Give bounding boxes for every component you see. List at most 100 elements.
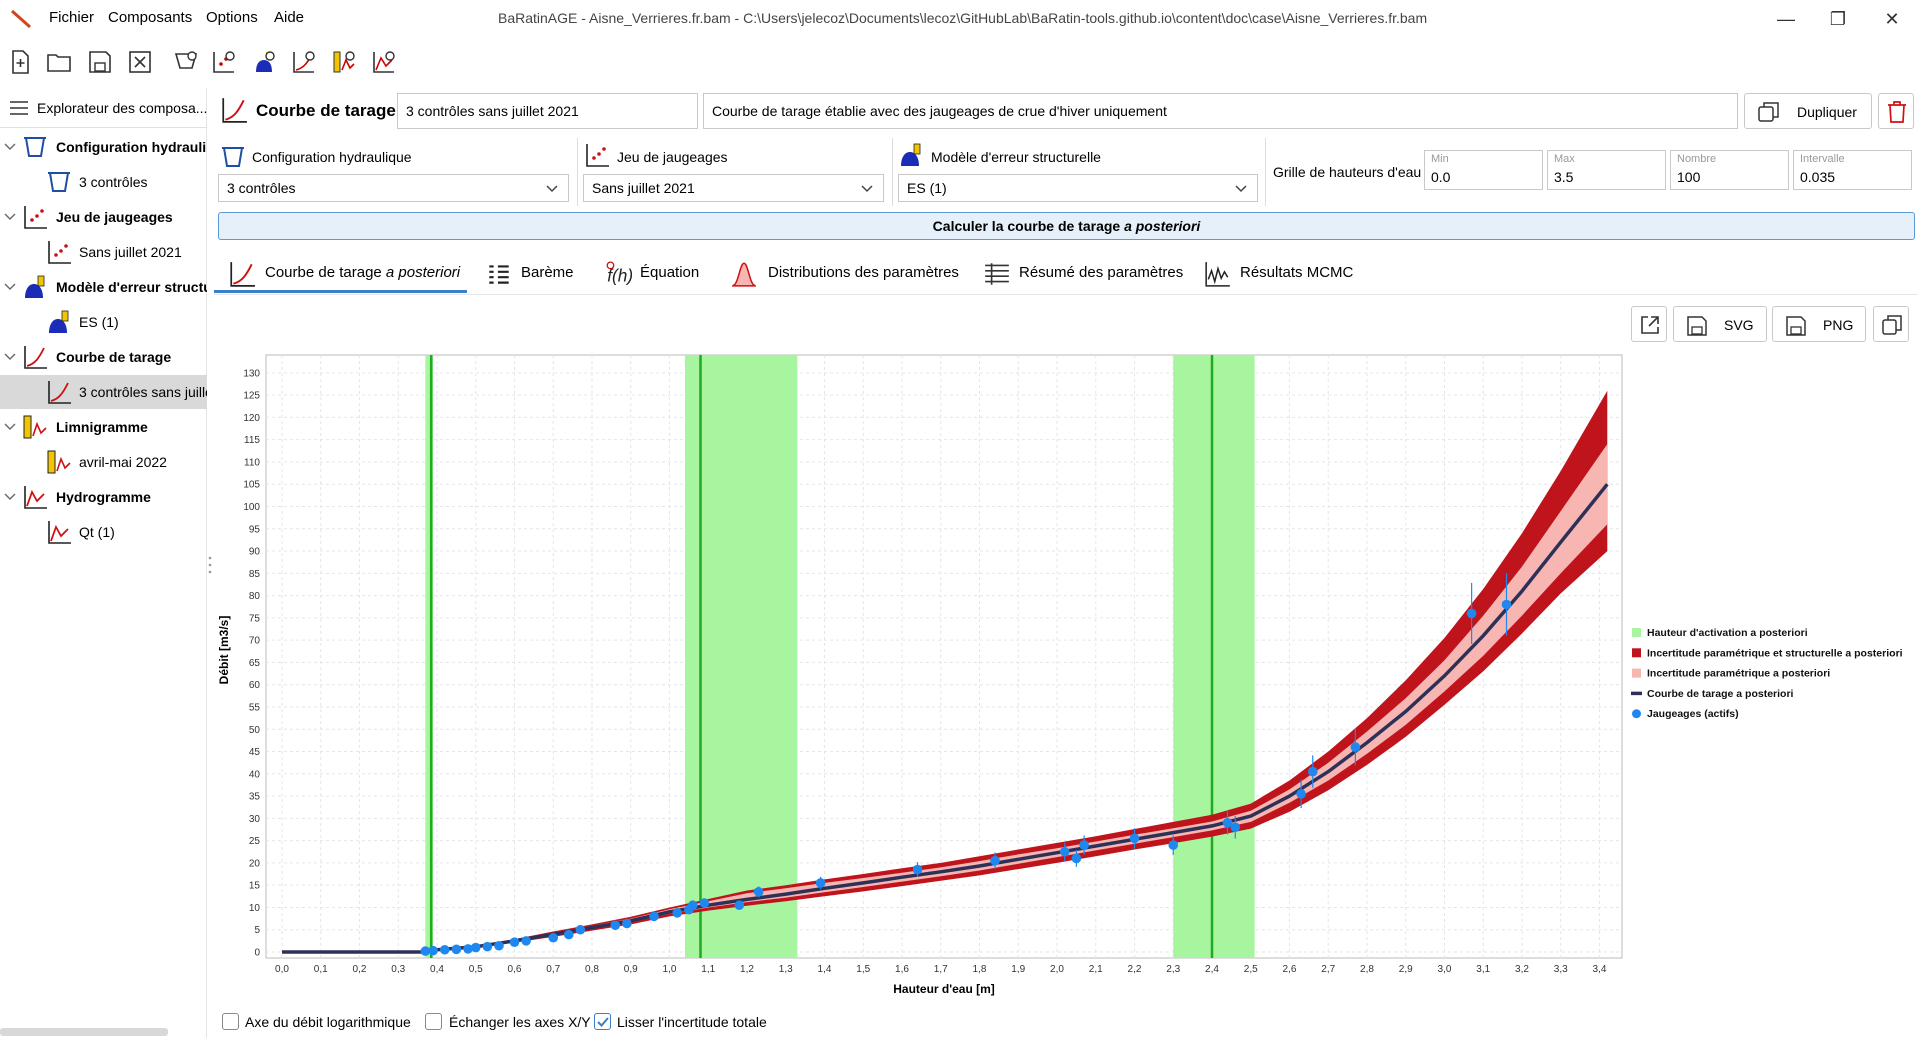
- menu-aide[interactable]: Aide: [274, 9, 305, 26]
- y-tick-label: 30: [249, 814, 261, 825]
- tree-group-error-model[interactable]: Modèle d'erreur structu: [0, 270, 207, 304]
- gaugings-icon: [48, 241, 71, 264]
- gauging-point: [1129, 833, 1140, 844]
- smooth-uncertainty-checkbox[interactable]: [594, 1013, 611, 1030]
- add-gaugings-icon[interactable]: [210, 48, 238, 76]
- distribution-icon: [731, 262, 757, 287]
- uncertainty-bands: [282, 390, 1608, 952]
- compute-rating-curve-button[interactable]: Calculer la courbe de tarage a posterior…: [218, 212, 1915, 240]
- gauging-point: [463, 944, 473, 954]
- chevron-down-icon[interactable]: [4, 420, 16, 432]
- restore-button[interactable]: ❐: [1829, 9, 1847, 29]
- close-project-icon[interactable]: [126, 48, 154, 76]
- grid-min-label: Min: [1431, 153, 1449, 165]
- tree-group-hydraulic-config[interactable]: Configuration hydrauli: [0, 130, 207, 164]
- x-tick-label: 1,9: [1011, 964, 1025, 975]
- menu-options[interactable]: Options: [206, 9, 258, 26]
- add-error-model-icon[interactable]: [250, 48, 278, 76]
- swap-axes-checkbox[interactable]: [425, 1013, 442, 1030]
- compute-button-italic: a posteriori: [1124, 218, 1201, 234]
- chevron-down-icon[interactable]: [4, 210, 16, 222]
- tree-item-limnigraph[interactable]: avril-mai 2022: [0, 445, 207, 479]
- gauging-point: [1059, 846, 1070, 857]
- gaugings-select-value: Sans juillet 2021: [592, 180, 695, 196]
- tab-label: Barème: [521, 264, 574, 281]
- menu-list-icon[interactable]: [10, 100, 28, 116]
- tab-equation[interactable]: f(h) Équation: [604, 254, 714, 294]
- add-hydrograph-icon[interactable]: [370, 48, 398, 76]
- chevron-down-icon[interactable]: [4, 490, 16, 502]
- grid-count-input[interactable]: Nombre 100: [1670, 150, 1789, 190]
- config-select[interactable]: 3 contrôles: [218, 174, 569, 202]
- new-file-icon[interactable]: [6, 48, 34, 76]
- tree-group-gaugings[interactable]: Jeu de jaugeages: [0, 200, 207, 234]
- splitter-handle[interactable]: [208, 555, 212, 575]
- y-tick-label: 45: [249, 747, 261, 758]
- tree-group-rating-curve[interactable]: Courbe de tarage: [0, 340, 207, 374]
- save-icon[interactable]: [86, 48, 114, 76]
- tree-item-label: 3 contrôles: [79, 174, 148, 190]
- tab-distributions[interactable]: Distributions des paramètres: [730, 254, 959, 294]
- tab-separator: [214, 294, 1918, 295]
- chevron-down-icon[interactable]: [4, 280, 16, 292]
- tab-bareme[interactable]: Barème: [485, 254, 585, 294]
- duplicate-button[interactable]: Dupliquer: [1744, 93, 1872, 129]
- rating-curve-icon: [222, 98, 247, 123]
- add-limnigraph-icon[interactable]: [330, 48, 358, 76]
- tab-parameter-summary[interactable]: Résumé des paramètres: [983, 254, 1183, 294]
- hydraulic-config-icon: [222, 147, 244, 167]
- close-window-button[interactable]: ✕: [1884, 9, 1900, 29]
- legend-swatch: [1632, 628, 1641, 637]
- tab-rating-curve[interactable]: Courbe de tarage a posteriori: [228, 254, 463, 294]
- log-axis-checkbox[interactable]: [222, 1013, 239, 1030]
- app-logo-icon: [11, 9, 31, 29]
- delete-button[interactable]: [1878, 93, 1914, 129]
- minimize-button[interactable]: —: [1777, 9, 1795, 29]
- x-tick-label: 1,7: [934, 964, 948, 975]
- grid-interval-input[interactable]: Intervalle 0.035: [1793, 150, 1912, 190]
- gauging-point: [815, 878, 826, 888]
- tree-group-hydrograph[interactable]: Hydrogramme: [0, 480, 207, 514]
- open-folder-icon[interactable]: [45, 48, 73, 76]
- gaugings-select[interactable]: Sans juillet 2021: [583, 174, 884, 202]
- tab-label: Résultats MCMC: [1240, 264, 1354, 281]
- compute-button-label: Calculer la courbe de tarage: [932, 218, 1125, 234]
- y-tick-label: 35: [249, 792, 261, 803]
- tree-item-config[interactable]: 3 contrôles: [0, 165, 207, 199]
- open-in-window-button[interactable]: [1631, 306, 1667, 342]
- chevron-down-icon[interactable]: [4, 350, 16, 362]
- export-png-button[interactable]: PNG: [1772, 306, 1866, 342]
- error-model-select[interactable]: ES (1): [898, 174, 1258, 202]
- menu-fichier[interactable]: Fichier: [49, 9, 95, 26]
- add-hydraulic-config-icon[interactable]: [172, 48, 200, 76]
- x-tick-label: 3,4: [1593, 964, 1607, 975]
- grid-max-input[interactable]: Max 3.5: [1547, 150, 1666, 190]
- add-rating-curve-icon[interactable]: [290, 48, 318, 76]
- chevron-down-icon[interactable]: [4, 140, 16, 152]
- save-icon: [1687, 316, 1707, 336]
- x-tick-label: 2,9: [1399, 964, 1413, 975]
- tree-item-gaugings[interactable]: Sans juillet 2021: [0, 235, 207, 269]
- error-model-select-value: ES (1): [907, 180, 947, 196]
- export-svg-button[interactable]: SVG: [1673, 306, 1767, 342]
- error-model-icon: [49, 310, 69, 333]
- window-title: BaRatinAGE - Aisne_Verrieres.fr.bam - C:…: [498, 10, 1428, 26]
- tree-item-hydrograph[interactable]: Qt (1): [0, 515, 207, 549]
- sidebar-scrollbar[interactable]: [0, 1028, 168, 1036]
- grid-min-value: 0.0: [1431, 169, 1451, 185]
- x-tick-label: 2,4: [1205, 964, 1219, 975]
- tab-mcmc[interactable]: Résultats MCMC: [1204, 254, 1354, 294]
- tree-group-limnigraph[interactable]: Limnigramme: [0, 410, 207, 444]
- tree-item-rating-curve-selected[interactable]: 3 contrôles sans juille: [0, 375, 207, 409]
- error-model-label: Modèle d'erreur structurelle: [931, 149, 1101, 165]
- rating-curve-description-input[interactable]: Courbe de tarage établie avec des jaugea…: [703, 93, 1738, 129]
- gauging-point: [1168, 840, 1179, 850]
- x-tick-label: 3,1: [1476, 964, 1490, 975]
- grid-min-input[interactable]: Min 0.0: [1424, 150, 1543, 190]
- menu-composants[interactable]: Composants: [108, 9, 193, 26]
- gauging-point: [1501, 599, 1512, 610]
- tree-item-error-model[interactable]: ES (1): [0, 305, 207, 339]
- legend-label: Jaugeages (actifs): [1647, 708, 1739, 720]
- rating-curve-name-input[interactable]: 3 contrôles sans juillet 2021: [397, 93, 698, 129]
- copy-plot-button[interactable]: [1873, 306, 1909, 342]
